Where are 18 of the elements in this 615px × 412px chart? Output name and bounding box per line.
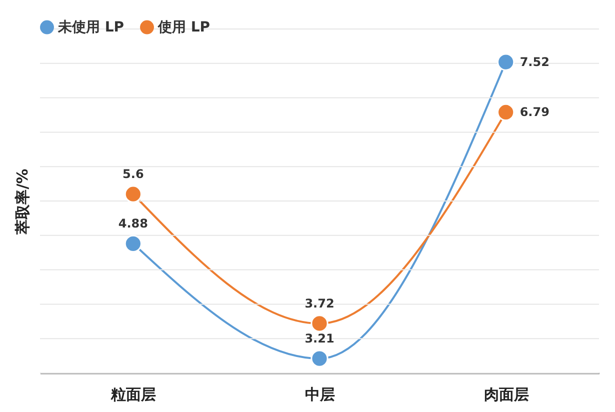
point	[310, 314, 328, 332]
x-tick-label: 中层	[305, 386, 335, 404]
legend-label: 未使用 LP	[57, 19, 124, 36]
point	[310, 350, 328, 368]
data-label: 5.6	[122, 167, 144, 182]
point	[497, 103, 515, 122]
data-label: 3.21	[304, 332, 334, 346]
data-label: 7.52	[520, 55, 550, 70]
point	[124, 234, 142, 252]
x-tick-label: 粒面层	[110, 386, 156, 404]
data-label: 6.79	[520, 105, 550, 120]
point	[124, 185, 142, 203]
data-label: 3.72	[304, 296, 334, 310]
point	[497, 53, 515, 71]
data-label: 4.88	[118, 216, 148, 231]
legend-label: 使用 LP	[157, 19, 210, 36]
x-tick-label: 肉面层	[484, 386, 529, 404]
y-axis-title: 萃取率/%	[14, 168, 32, 236]
